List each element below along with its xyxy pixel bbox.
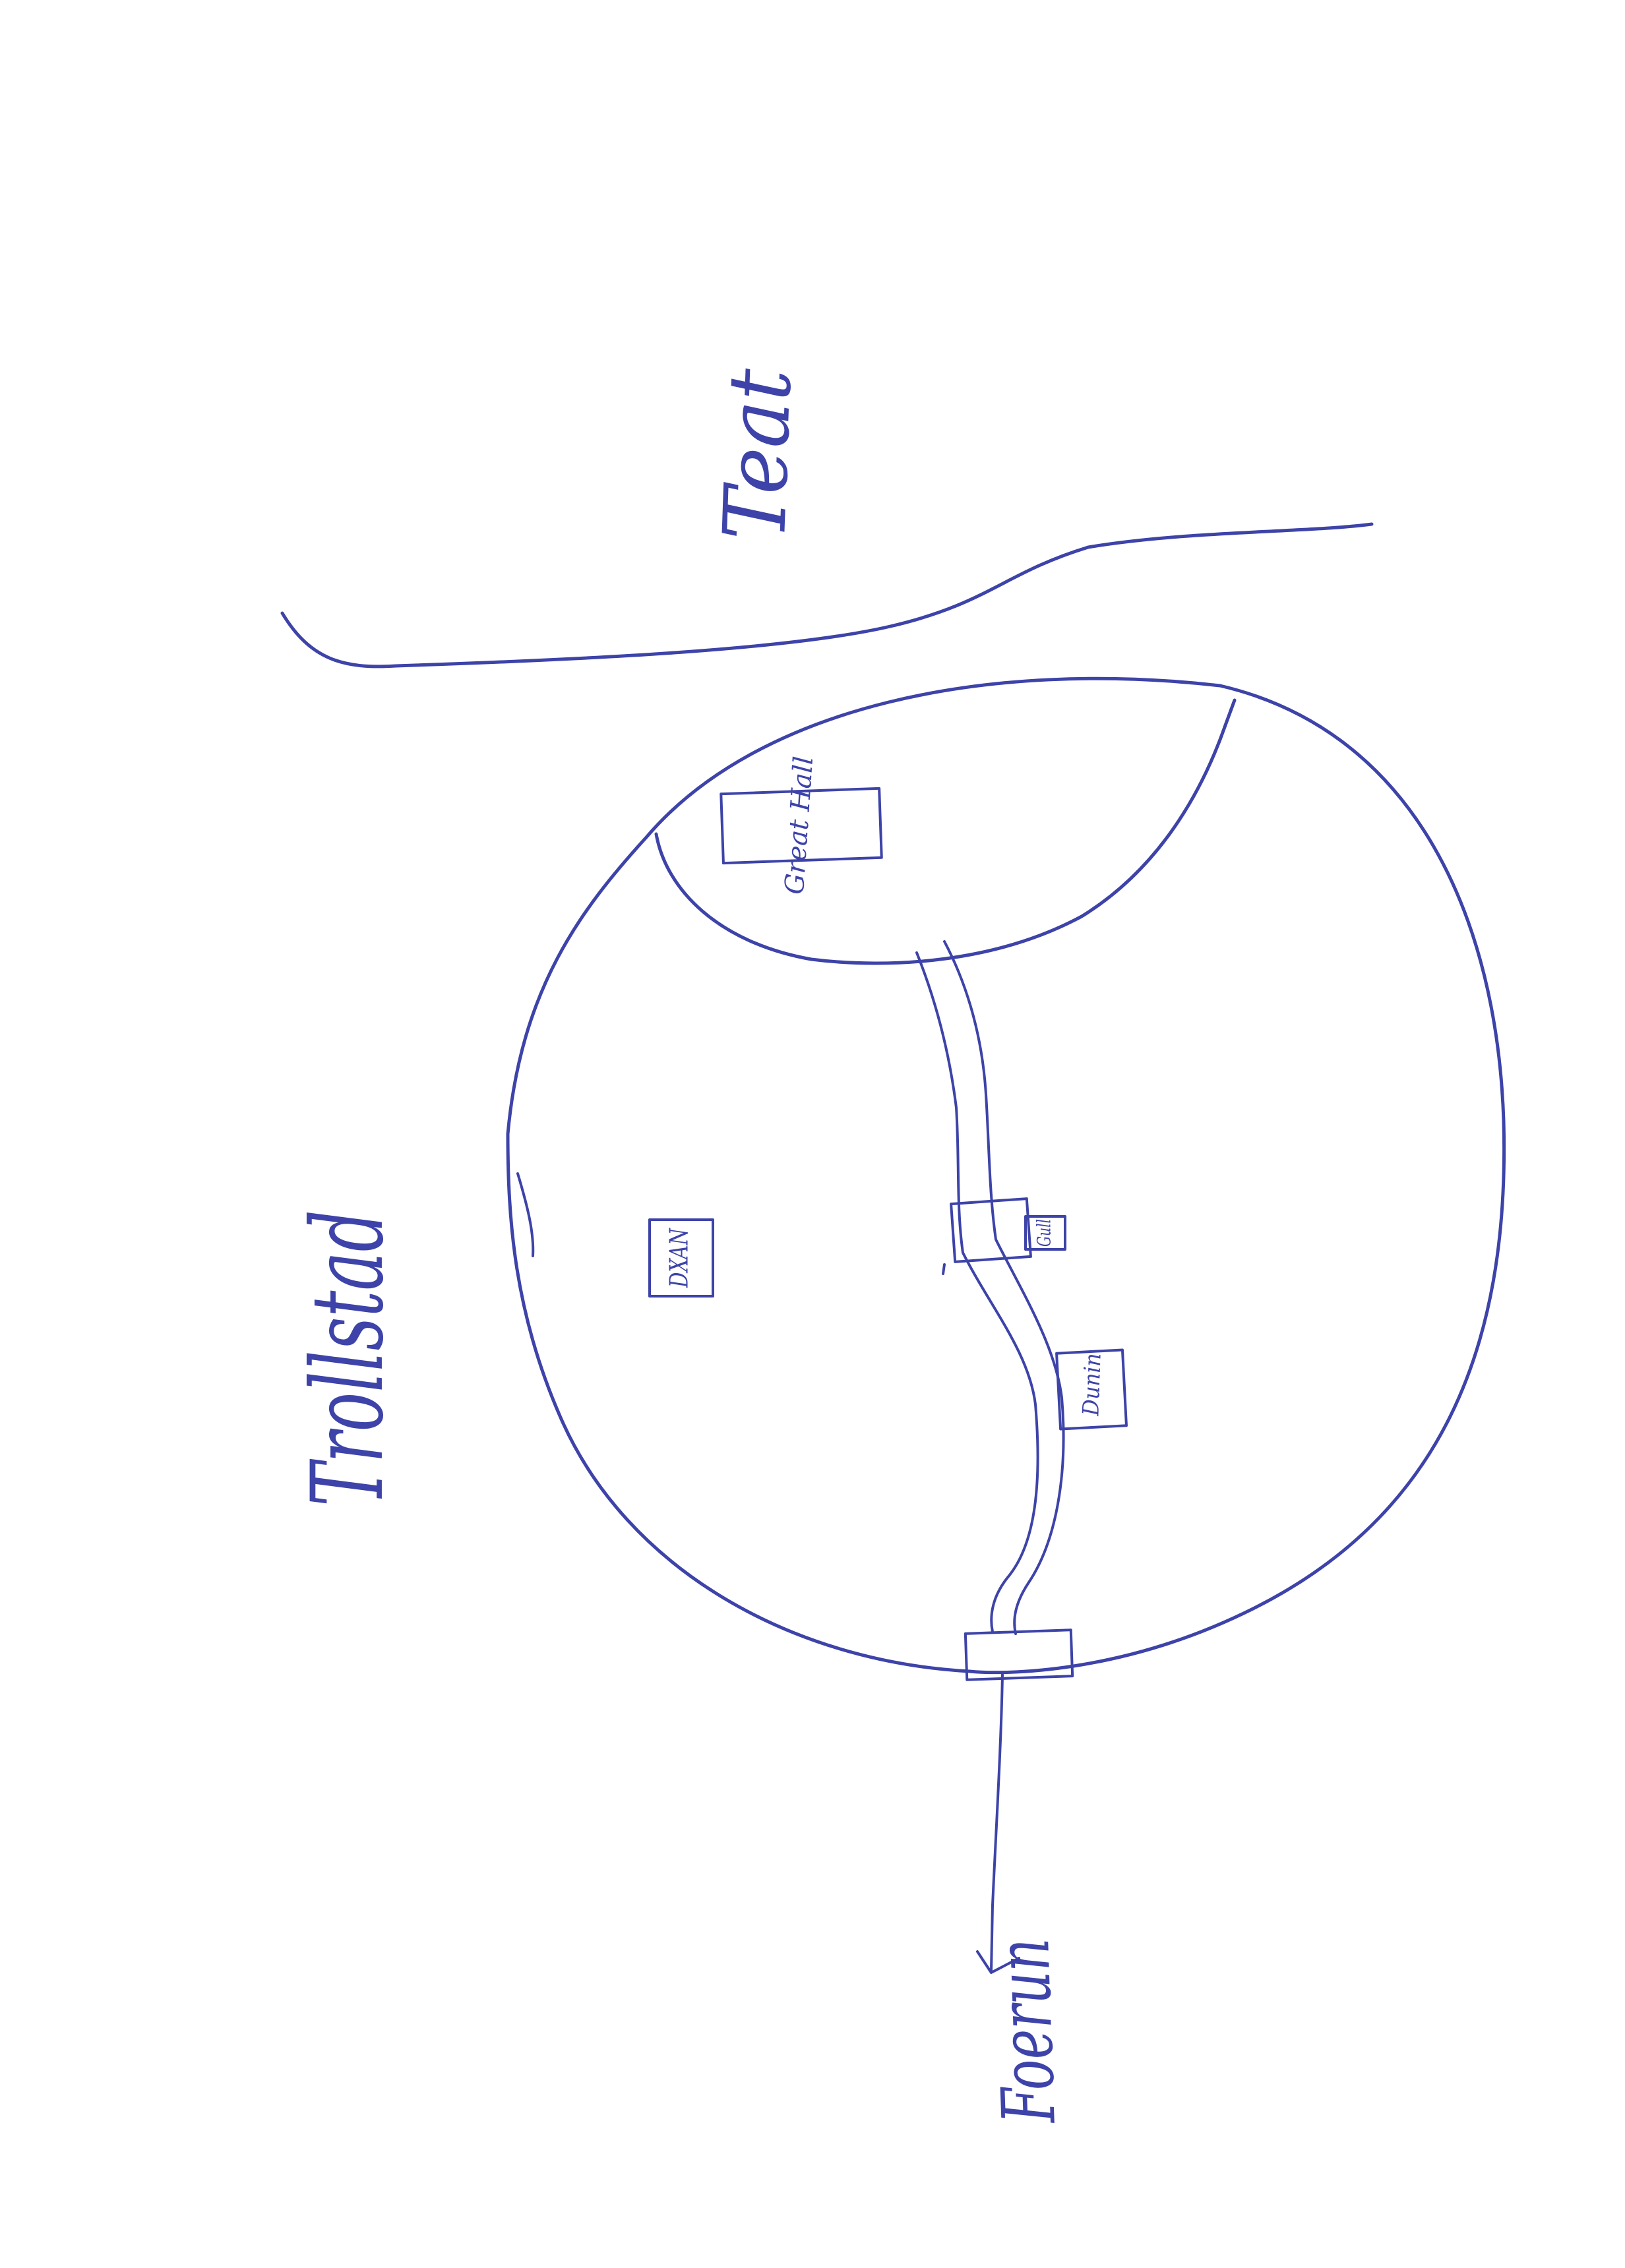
great-hall-building [720, 787, 883, 865]
wall-notch [516, 1172, 535, 1257]
great-hall-label: Great Hall [780, 755, 820, 895]
ink-tick [942, 1263, 946, 1275]
inner-wall [654, 698, 1237, 965]
gull-label: Gull [1033, 1219, 1055, 1247]
arrowhead [976, 1950, 1020, 1974]
river-line [280, 522, 1374, 669]
road-gatehouse [950, 1197, 1032, 1263]
dunin-building [1055, 1348, 1128, 1431]
road-edge-right [943, 940, 1065, 1635]
gull-building [1024, 1215, 1066, 1251]
town-wall [506, 676, 1506, 1675]
south-gate [964, 1628, 1074, 1681]
dxan-label: DXAN [665, 1228, 694, 1288]
region-label: Trollstad [291, 1210, 406, 1507]
river-label: Teat [704, 367, 811, 542]
dxan-building [648, 1218, 714, 1298]
road-edge-left [915, 951, 1039, 1633]
destination-label: Foerun [981, 1937, 1072, 2126]
road-to-foerun [990, 1673, 1004, 1973]
dunin-label: Dunin [1078, 1353, 1106, 1417]
